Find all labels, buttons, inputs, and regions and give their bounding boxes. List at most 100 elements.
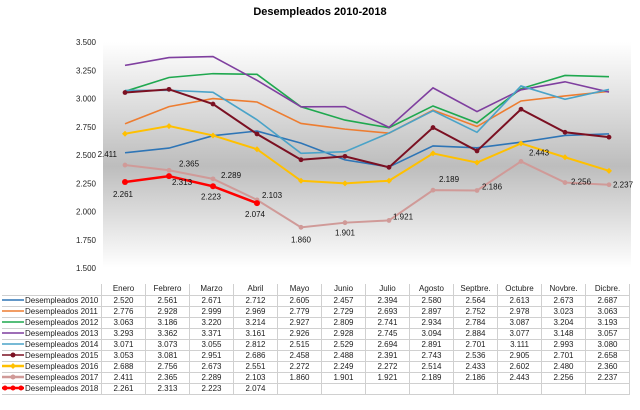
table-row: Desempleados 2014 3.071 3.073 3.055 2.812 2.5…: [2, 338, 630, 351]
legend-entry: Desempleados 2014: [2, 338, 102, 351]
data-point: [166, 173, 172, 180]
y-tick-label: 3.500: [76, 38, 97, 47]
y-tick-label: 1.500: [76, 264, 97, 273]
legend-key-2015: [2, 352, 24, 358]
data-label: 2.189: [439, 175, 460, 184]
table-row: Desempleados 2017 2.411 2.365 2.289 2.103 1.8…: [2, 371, 630, 384]
table-cell: 2.928: [145, 305, 190, 318]
table-cell: 2.784: [453, 316, 498, 329]
table-cell: 2.272: [277, 360, 322, 373]
series-name: Desempleados 2018: [25, 383, 99, 393]
data-point: [254, 131, 260, 137]
data-label: 1.901: [335, 229, 356, 238]
series-line-2014: [124, 85, 610, 155]
x-tick-label: Enero: [101, 284, 146, 296]
table-cell: 3.081: [145, 349, 190, 362]
table-cell: 2.701: [453, 338, 498, 351]
legend-entry: Desempleados 2018: [2, 382, 102, 395]
series-line-2012: [124, 72, 610, 129]
table-cell: 2.480: [541, 360, 586, 373]
series-line-2017: [124, 160, 610, 229]
data-point: [254, 146, 260, 153]
table-cell: 2.712: [233, 294, 278, 307]
data-point: [386, 164, 392, 170]
table-cell: 2.457: [321, 294, 366, 307]
table-cell: 2.313: [145, 382, 190, 395]
data-table: Enero Febrero Marzo Abril Mayo Junio Julio Agos…: [2, 284, 630, 395]
table-cell: 2.927: [277, 316, 322, 329]
table-cell: 2.602: [497, 360, 542, 373]
table-cell: 2.999: [189, 305, 234, 318]
table-cell: 2.928: [321, 327, 366, 340]
table-cell: 2.884: [453, 327, 498, 340]
table-header: Enero Febrero Marzo Abril Mayo Junio Julio Agos…: [2, 284, 630, 296]
legend-entry: Desempleados 2010: [2, 294, 102, 307]
table-cell: 2.564: [453, 294, 498, 307]
table-cell: 3.080: [585, 338, 630, 351]
table-row: Desempleados 2016 2.688 2.756 2.673 2.551 2.2…: [2, 360, 630, 373]
data-label: 2.365: [179, 159, 200, 168]
table-cell: [321, 382, 366, 395]
table-cell: 3.087: [497, 316, 542, 329]
data-label: 2.237: [613, 181, 634, 190]
data-point: [166, 167, 172, 173]
table-row: Desempleados 2013 3.293 3.362 3.371 3.161 2.9…: [2, 327, 630, 340]
table-cell: 3.204: [541, 316, 586, 329]
legend-key-2010: [2, 299, 24, 302]
data-point: [430, 150, 436, 157]
data-label: 2.186: [482, 182, 503, 191]
legend-entry: Desempleados 2013: [2, 327, 102, 340]
data-label: 2.411: [98, 150, 118, 159]
table-cell: 3.053: [101, 349, 146, 362]
y-tick-label: 2.750: [76, 123, 97, 132]
table-cell: 3.214: [233, 316, 278, 329]
data-point: [430, 187, 436, 193]
y-tick-label: 2.500: [76, 151, 97, 160]
table-cell: 2.809: [321, 316, 366, 329]
data-point: [562, 180, 568, 185]
legend-key-2013: [2, 332, 24, 335]
data-point: [518, 159, 524, 164]
table-cell: 2.360: [585, 360, 630, 373]
data-point: [298, 177, 304, 184]
legend-entry: Desempleados 2011: [2, 305, 102, 318]
table-cell: 2.186: [453, 371, 498, 384]
table-cell: 2.993: [541, 338, 586, 351]
x-tick-label: Marzo: [189, 284, 234, 296]
table-cell: 3.063: [101, 316, 146, 329]
table-cell: 2.458: [277, 349, 322, 362]
data-point: [518, 140, 524, 147]
table-cell: 3.111: [497, 338, 542, 351]
data-point: [342, 153, 348, 159]
table-cell: 2.394: [365, 294, 410, 307]
y-tick-label: 2.250: [76, 179, 97, 188]
table-cell: 2.752: [453, 305, 498, 318]
data-label: 1.921: [393, 212, 414, 221]
series-name: Desempleados 2011: [25, 306, 98, 316]
table-cell: 3.186: [145, 316, 190, 329]
table-cell: 3.371: [189, 327, 234, 340]
y-tick-label: 3.250: [76, 66, 97, 75]
legend-key-2012: [2, 321, 24, 324]
table-cell: 2.673: [541, 294, 586, 307]
legend-key-2017: [2, 374, 24, 380]
data-point: [474, 159, 480, 166]
legend-key-2011: [2, 310, 24, 313]
table-cell: 2.671: [189, 294, 234, 307]
table-cell: 3.071: [101, 338, 146, 351]
data-label: 2.443: [529, 148, 550, 157]
data-point: [122, 162, 128, 168]
table-cell: [541, 382, 586, 395]
x-tick-label: Junio: [321, 284, 366, 296]
table-cell: 2.729: [321, 305, 366, 318]
table-cell: 3.220: [189, 316, 234, 329]
table-cell: 2.391: [365, 349, 410, 362]
legend-key-2018: [2, 385, 24, 391]
data-label: 1.860: [291, 235, 312, 244]
table-cell: 2.520: [101, 294, 146, 307]
table-cell: 2.897: [409, 305, 454, 318]
table-cell: [585, 382, 630, 395]
x-tick-label: Mayo: [277, 284, 322, 296]
table-row: Desempleados 2010 2.520 2.561 2.671 2.712 2.6…: [2, 294, 630, 307]
data-point: [210, 101, 216, 107]
